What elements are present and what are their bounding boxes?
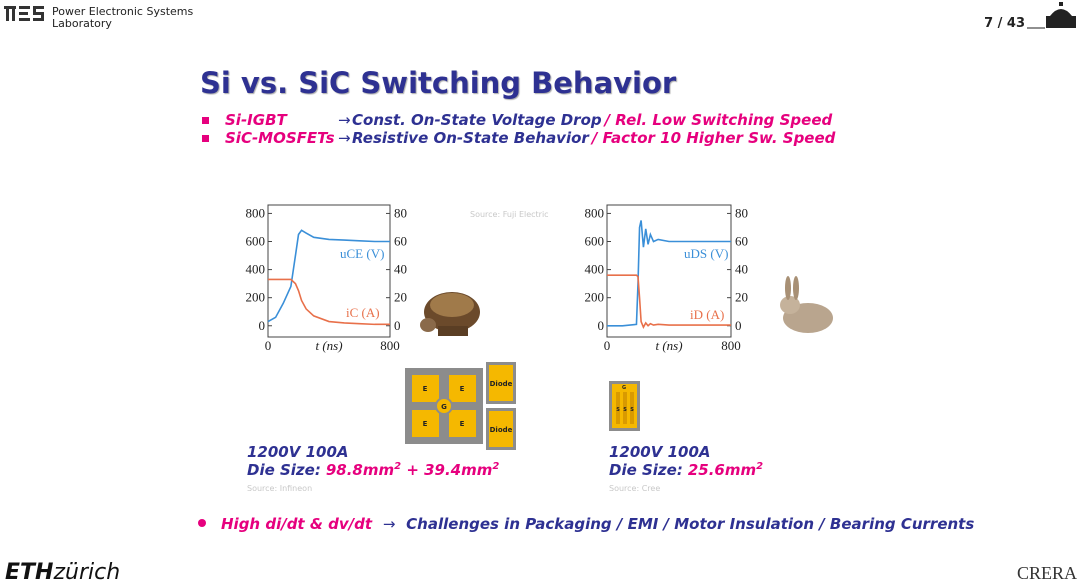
y-tick-label: 600 xyxy=(585,234,605,249)
device: Si-IGBT xyxy=(225,111,288,129)
legend-label: iD (A) xyxy=(690,307,724,322)
page-number: 7 / 43 xyxy=(984,16,1025,31)
bullet-text: Const. On-State Voltage Drop / Rel. Low S… xyxy=(352,111,833,129)
arrow: → xyxy=(338,129,351,147)
lab-name: Power Electronic Systems xyxy=(52,5,193,18)
superscript: 2 xyxy=(492,461,499,472)
text-a: Resistive On-State Behavior xyxy=(352,129,590,147)
bullet-dot xyxy=(198,519,206,527)
die-value: + 39.4mm xyxy=(401,461,492,479)
series-line xyxy=(607,274,731,330)
y2-tick-label: 40 xyxy=(394,262,407,277)
bullets: Si-IGBT → Const. On-State Voltage Drop / Re… xyxy=(202,111,836,147)
zurich: zürich xyxy=(52,560,120,583)
y2-tick-label: 0 xyxy=(394,318,401,333)
rating: 1200V 100A xyxy=(247,443,349,461)
y-tick-label: 800 xyxy=(585,205,605,220)
slide-title: Si vs. SiC Switching Behavior xyxy=(200,66,677,100)
y-tick-label: 600 xyxy=(246,234,266,249)
bottom-line: High di/dt & dv/dt → Challenges in Packa… xyxy=(221,515,974,533)
turtle xyxy=(420,292,480,336)
die-size: Die Size: 25.6mm2 xyxy=(609,461,763,479)
die-label: Die Size: xyxy=(247,461,321,479)
die-value: 98.8mm xyxy=(326,461,394,479)
chip-label: S xyxy=(616,407,620,413)
y-tick-label: 400 xyxy=(585,262,605,277)
y2-tick-label: 80 xyxy=(735,205,748,220)
legend-label: iC (A) xyxy=(346,305,380,320)
series-line xyxy=(607,220,731,327)
x-axis-label: t (ns) xyxy=(315,338,342,353)
device: SiC-MOSFETs xyxy=(225,129,335,147)
chip-label: Diode xyxy=(490,426,513,434)
y-tick-label: 200 xyxy=(585,290,605,305)
rating: 1200V 100A xyxy=(609,443,711,461)
bottom-lead: High di/dt & dv/dt xyxy=(221,515,373,533)
legend-label: uCE (V) xyxy=(340,246,384,261)
chip-label: S xyxy=(623,407,627,413)
arrow: → xyxy=(338,111,351,129)
source-note: Source: Fuji Electric xyxy=(470,210,549,219)
chip-label: E xyxy=(423,385,428,393)
text-b: / Rel. Low Switching Speed xyxy=(603,111,833,129)
die-size: Die Size: 98.8mm2 + 39.4mm2 xyxy=(247,461,499,479)
bullet-text: Resistive On-State Behavior / Factor 10 H… xyxy=(352,129,836,147)
x-tick-label: 0 xyxy=(265,338,272,353)
y2-tick-label: 0 xyxy=(735,318,742,333)
y-tick-label: 0 xyxy=(598,318,605,333)
y-tick-label: 400 xyxy=(246,262,266,277)
chip-label: S xyxy=(630,407,634,413)
rabbit xyxy=(780,276,833,333)
lab-name: Laboratory xyxy=(52,17,112,30)
die-value: 25.6mm xyxy=(688,461,756,479)
plot-frame xyxy=(606,204,732,338)
pes-logo xyxy=(4,6,44,21)
y2-tick-label: 60 xyxy=(735,234,748,249)
y2-tick-label: 20 xyxy=(394,290,407,305)
chip-label: Diode xyxy=(490,380,513,388)
chip-label: E xyxy=(460,385,465,393)
y2-tick-label: 60 xyxy=(394,234,407,249)
bottom-text: Challenges in Packaging / EMI / Motor In… xyxy=(406,515,974,533)
chip-label: E xyxy=(423,420,428,428)
chip-label: G xyxy=(622,385,626,391)
y-tick-label: 800 xyxy=(246,205,266,220)
x-tick-label: 800 xyxy=(380,338,400,353)
mosfet-chip xyxy=(609,381,640,431)
source-note: Source: Infineon xyxy=(247,484,312,493)
plot-frame xyxy=(267,204,391,338)
x-tick-label: 800 xyxy=(721,338,741,353)
series-line xyxy=(268,278,390,326)
eth: ETH xyxy=(5,560,53,583)
source-note: Source: Cree xyxy=(609,484,660,493)
chip-label: G xyxy=(441,403,447,411)
die-label: Die Size: xyxy=(609,461,683,479)
building-icon xyxy=(1027,2,1076,29)
y2-tick-label: 20 xyxy=(735,290,748,305)
y2-tick-label: 40 xyxy=(735,262,748,277)
arrow: → xyxy=(383,515,396,533)
igbt-chip xyxy=(405,362,516,450)
eth-logo: ETHzürich xyxy=(5,560,120,583)
y-tick-label: 200 xyxy=(246,290,266,305)
series-line xyxy=(267,229,390,323)
bullet-square xyxy=(202,117,209,124)
y2-tick-label: 80 xyxy=(394,205,407,220)
superscript: 2 xyxy=(756,461,763,472)
y-tick-label: 0 xyxy=(259,318,266,333)
chip-label: E xyxy=(460,420,465,428)
superscript: 2 xyxy=(394,461,401,472)
x-tick-label: 0 xyxy=(604,338,611,353)
text-a: Const. On-State Voltage Drop xyxy=(352,111,602,129)
x-axis-label: t (ns) xyxy=(655,338,682,353)
bullet-square xyxy=(202,135,209,142)
crera-logo: CRERA xyxy=(1017,563,1077,583)
legend-label: uDS (V) xyxy=(684,246,728,261)
text-b: / Factor 10 Higher Sw. Speed xyxy=(590,129,836,147)
